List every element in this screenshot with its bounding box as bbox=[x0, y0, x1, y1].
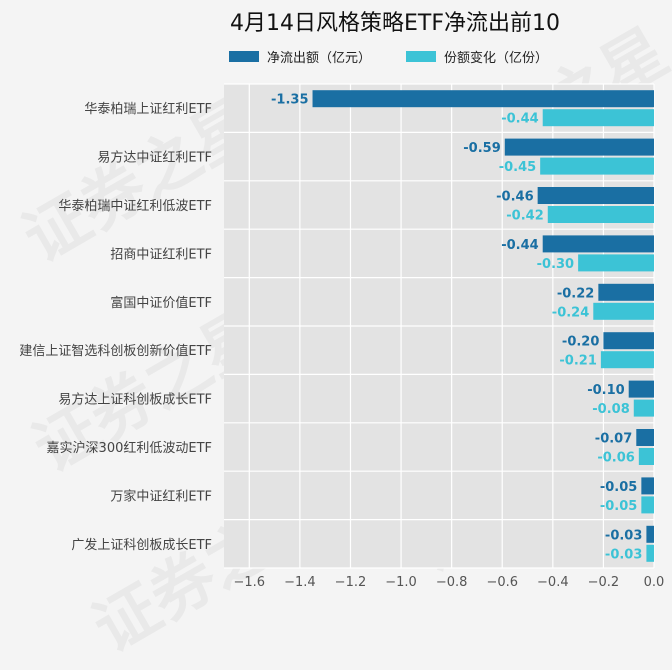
net-outflow-value-label: -0.59 bbox=[463, 141, 500, 156]
x-tick-label: −0.2 bbox=[588, 575, 620, 590]
net-outflow-value-label: -0.10 bbox=[587, 383, 624, 398]
share-change-value-label: -0.03 bbox=[605, 547, 642, 562]
share-change-bar bbox=[600, 351, 654, 369]
bar-chart: -1.35-0.44-0.59-0.45-0.46-0.42-0.44-0.30… bbox=[19, 11, 665, 590]
share-change-value-label: -0.21 bbox=[559, 354, 596, 369]
share-change-value-label: -0.30 bbox=[537, 257, 574, 272]
share-change-bar bbox=[542, 109, 654, 127]
net-outflow-bar bbox=[537, 187, 654, 204]
category-label: 建信上证智选科创板创新价值ETF bbox=[19, 343, 212, 359]
share-change-bar bbox=[547, 206, 654, 223]
net-outflow-bar bbox=[646, 525, 654, 543]
x-tick-label: 0.0 bbox=[644, 575, 665, 590]
share-change-value-label: -0.24 bbox=[552, 305, 589, 320]
net-outflow-bar bbox=[312, 90, 654, 108]
share-change-bar bbox=[646, 544, 654, 562]
net-outflow-bar bbox=[636, 429, 654, 446]
share-change-value-label: -0.45 bbox=[499, 160, 536, 175]
share-change-bar bbox=[638, 448, 654, 465]
share-change-bar bbox=[540, 157, 654, 175]
x-tick-label: −0.4 bbox=[537, 575, 569, 590]
net-outflow-bar bbox=[542, 235, 654, 253]
net-outflow-bar bbox=[598, 283, 654, 301]
net-outflow-value-label: -1.35 bbox=[271, 93, 308, 108]
category-label: 万家中证红利ETF bbox=[110, 488, 212, 504]
net-outflow-value-label: -0.44 bbox=[501, 238, 538, 253]
net-outflow-value-label: -0.46 bbox=[496, 190, 533, 205]
share-change-value-label: -0.08 bbox=[592, 402, 629, 417]
x-tick-label: −1.6 bbox=[234, 575, 266, 590]
net-outflow-bar bbox=[504, 138, 654, 156]
x-tick-label: −0.6 bbox=[486, 575, 518, 590]
net-outflow-value-label: -0.07 bbox=[595, 432, 632, 447]
legend-label-net-outflow: 净流出额（亿元） bbox=[267, 51, 371, 66]
legend-label-share-change: 份额变化（亿份） bbox=[444, 50, 548, 66]
category-label: 广发上证科创板成长ETF bbox=[71, 537, 212, 553]
net-outflow-bar bbox=[603, 332, 654, 350]
category-label: 易方达上证科创板成长ETF bbox=[58, 392, 212, 408]
net-outflow-bar bbox=[641, 477, 654, 495]
net-outflow-value-label: -0.03 bbox=[605, 528, 642, 543]
share-change-value-label: -0.05 bbox=[600, 499, 637, 514]
share-change-value-label: -0.06 bbox=[597, 451, 634, 466]
net-outflow-bar bbox=[628, 380, 654, 398]
category-label: 华泰柏瑞中证红利低波ETF bbox=[58, 198, 212, 214]
category-label: 嘉实沪深300红利低波动ETF bbox=[47, 440, 212, 456]
share-change-value-label: -0.42 bbox=[506, 209, 543, 224]
share-change-bar bbox=[593, 302, 654, 320]
net-outflow-value-label: -0.05 bbox=[600, 480, 637, 495]
category-label: 富国中证价值ETF bbox=[110, 295, 212, 311]
chart-title: 4月14日风格策略ETF净流出前10 bbox=[230, 11, 560, 36]
legend-swatch-share-change bbox=[406, 51, 436, 62]
share-change-value-label: -0.44 bbox=[501, 112, 538, 127]
x-tick-label: −1.4 bbox=[284, 575, 316, 590]
net-outflow-value-label: -0.22 bbox=[557, 286, 594, 301]
share-change-bar bbox=[641, 496, 654, 514]
share-change-bar bbox=[633, 399, 654, 417]
net-outflow-value-label: -0.20 bbox=[562, 335, 599, 350]
x-tick-label: −0.8 bbox=[436, 575, 468, 590]
legend-swatch-net-outflow bbox=[229, 51, 259, 62]
category-label: 易方达中证红利ETF bbox=[97, 150, 212, 166]
share-change-bar bbox=[578, 254, 654, 272]
category-label: 招商中证红利ETF bbox=[110, 246, 212, 262]
x-tick-label: −1.2 bbox=[335, 575, 367, 590]
category-label: 华泰柏瑞上证红利ETF bbox=[84, 101, 212, 117]
x-tick-label: −1.0 bbox=[385, 575, 417, 590]
